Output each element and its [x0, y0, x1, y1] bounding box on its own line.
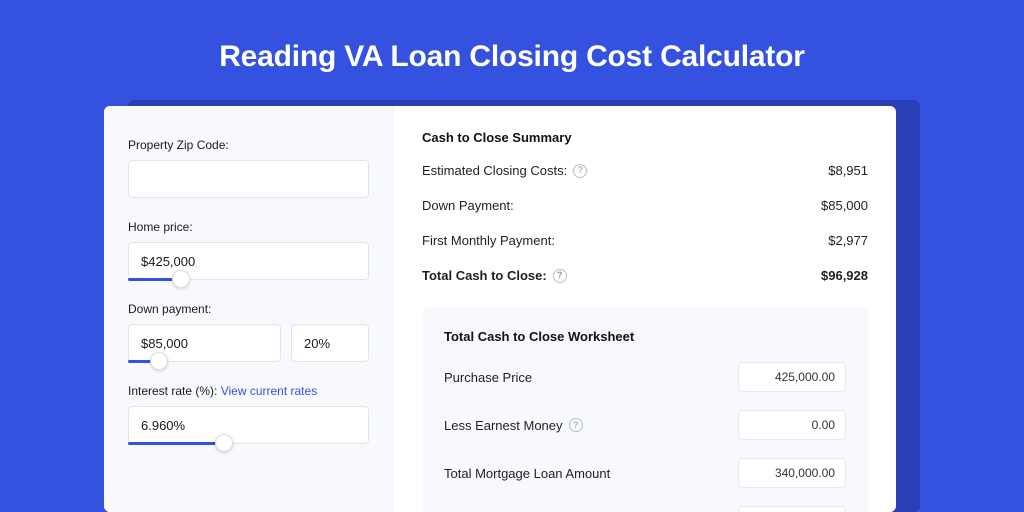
summary-row: First Monthly Payment: $2,977	[422, 233, 868, 248]
worksheet-value-input[interactable]	[738, 458, 846, 488]
worksheet-row: Less Earnest Money?	[444, 410, 846, 440]
summary-row-value: $85,000	[821, 198, 868, 213]
worksheet-row: Total Mortgage Loan Amount	[444, 458, 846, 488]
help-icon[interactable]: ?	[569, 418, 583, 432]
summary-section: Cash to Close Summary Estimated Closing …	[422, 130, 868, 303]
summary-total-value: $96,928	[821, 268, 868, 283]
summary-row-label: Down Payment:	[422, 198, 514, 213]
summary-title: Cash to Close Summary	[422, 130, 868, 145]
help-icon[interactable]: ?	[573, 164, 587, 178]
summary-row-value: $8,951	[828, 163, 868, 178]
down-payment-pct-input[interactable]	[291, 324, 369, 362]
interest-field: Interest rate (%): View current rates	[128, 384, 369, 444]
calculator-card: Property Zip Code: Home price: Down paym…	[104, 106, 896, 512]
interest-label-prefix: Interest rate (%):	[128, 384, 221, 398]
interest-label: Interest rate (%): View current rates	[128, 384, 369, 398]
worksheet-row-label: Less Earnest Money	[444, 418, 563, 433]
home-price-field: Home price:	[128, 220, 369, 280]
home-price-input[interactable]	[128, 242, 369, 280]
summary-row-label: First Monthly Payment:	[422, 233, 555, 248]
worksheet-row: Total Second Mortgage Amount?	[444, 506, 846, 512]
zip-field: Property Zip Code:	[128, 138, 369, 198]
summary-total-row: Total Cash to Close: ? $96,928	[422, 268, 868, 283]
worksheet-row-label: Total Mortgage Loan Amount	[444, 466, 610, 481]
slider-thumb[interactable]	[172, 270, 190, 288]
input-pane: Property Zip Code: Home price: Down paym…	[104, 106, 394, 512]
worksheet-title: Total Cash to Close Worksheet	[444, 329, 846, 344]
down-payment-field: Down payment:	[128, 302, 369, 362]
slider-track	[128, 442, 224, 445]
worksheet-row: Purchase Price	[444, 362, 846, 392]
help-icon[interactable]: ?	[553, 269, 567, 283]
interest-input[interactable]	[128, 406, 369, 444]
zip-input[interactable]	[128, 160, 369, 198]
worksheet-value-input[interactable]	[738, 410, 846, 440]
worksheet-value-input[interactable]	[738, 362, 846, 392]
worksheet-row-label: Purchase Price	[444, 370, 532, 385]
down-payment-label: Down payment:	[128, 302, 369, 316]
results-pane: Cash to Close Summary Estimated Closing …	[394, 106, 896, 512]
slider-thumb[interactable]	[215, 434, 233, 452]
summary-row-label: Estimated Closing Costs:	[422, 163, 567, 178]
slider-thumb[interactable]	[150, 352, 168, 370]
zip-label: Property Zip Code:	[128, 138, 369, 152]
summary-total-label: Total Cash to Close:	[422, 268, 547, 283]
summary-row-value: $2,977	[828, 233, 868, 248]
summary-row: Estimated Closing Costs:? $8,951	[422, 163, 868, 178]
worksheet-section: Total Cash to Close Worksheet Purchase P…	[422, 307, 868, 512]
page-title: Reading VA Loan Closing Cost Calculator	[0, 0, 1024, 74]
summary-row: Down Payment: $85,000	[422, 198, 868, 213]
view-rates-link[interactable]: View current rates	[221, 384, 318, 398]
worksheet-value-input[interactable]	[738, 506, 846, 512]
home-price-label: Home price:	[128, 220, 369, 234]
